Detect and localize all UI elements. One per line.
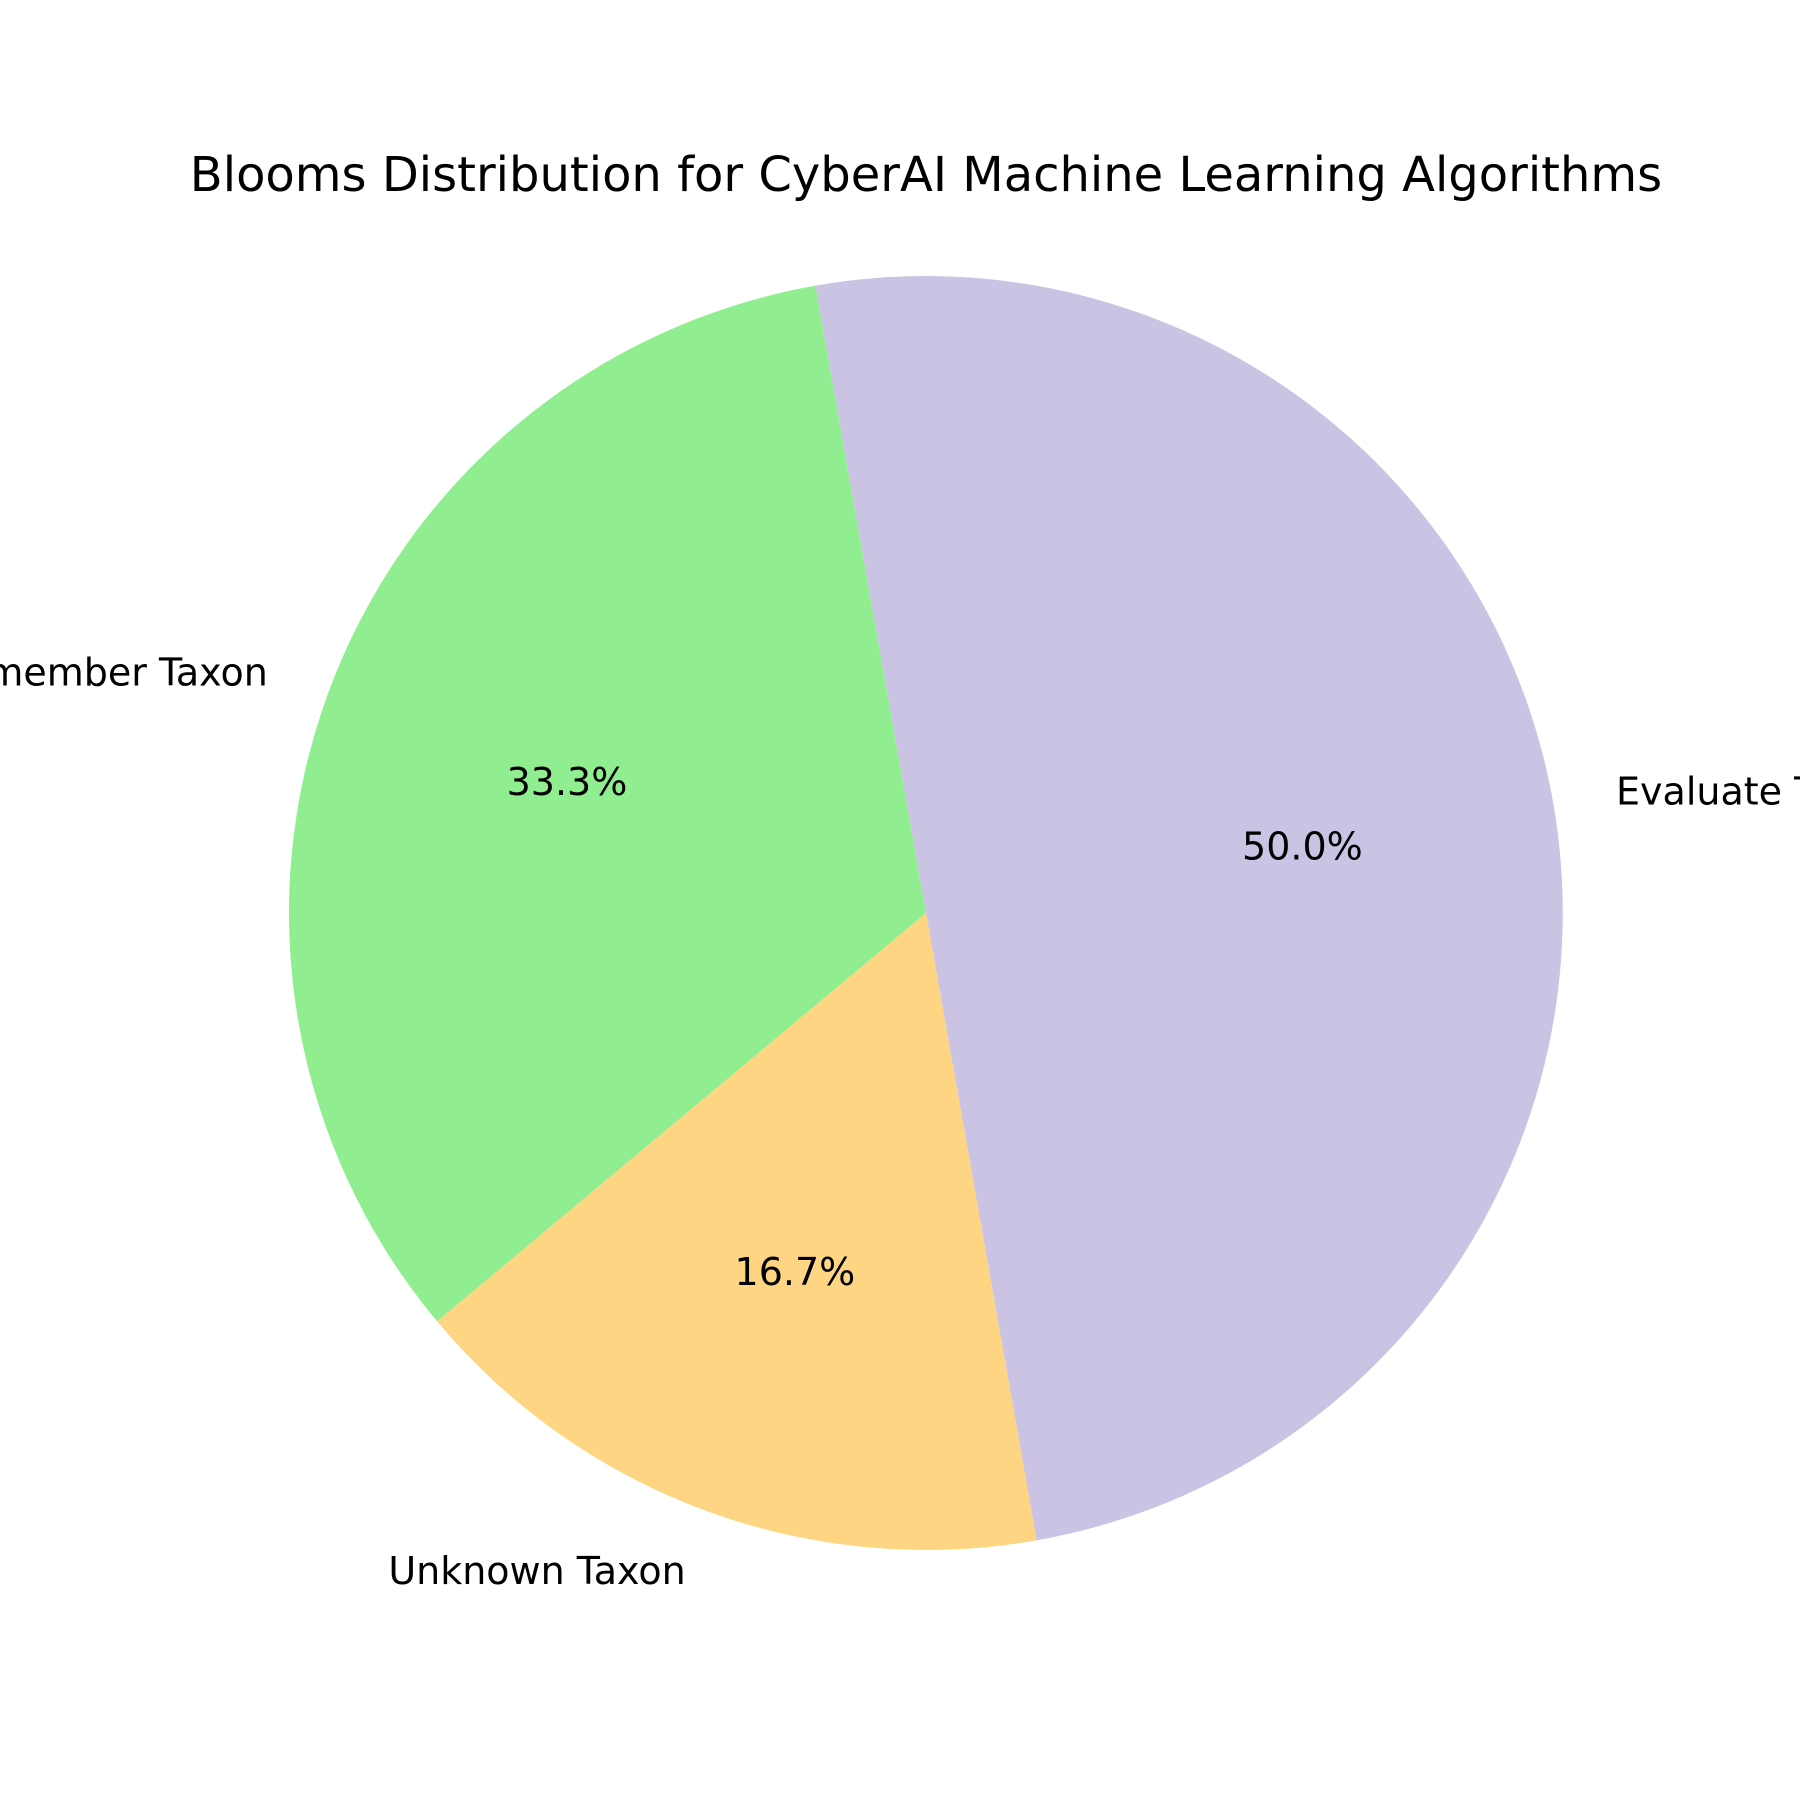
pie-pct-label: 33.3% — [507, 760, 628, 804]
pie-slice-remember-taxon — [288, 285, 926, 1322]
pie-labels: 50.0% Evaluate Taxon 33.3% Remember Taxon 16… — [0, 651, 1800, 1594]
pie-slice-evaluate-taxon — [815, 276, 1563, 1541]
pie-slice-unknown-taxon — [437, 913, 1037, 1550]
chart-title: Blooms Distribution for CyberAI Machine … — [190, 147, 1662, 203]
pie-pct-label: 50.0% — [1242, 825, 1363, 869]
pie-category-label: Evaluate Taxon — [1616, 769, 1800, 813]
pie-category-label: Remember Taxon — [0, 651, 268, 695]
pie-pct-label: 16.7% — [735, 1250, 856, 1294]
pie-slices — [288, 276, 1563, 1550]
pie-category-label: Unknown Taxon — [388, 1549, 685, 1593]
